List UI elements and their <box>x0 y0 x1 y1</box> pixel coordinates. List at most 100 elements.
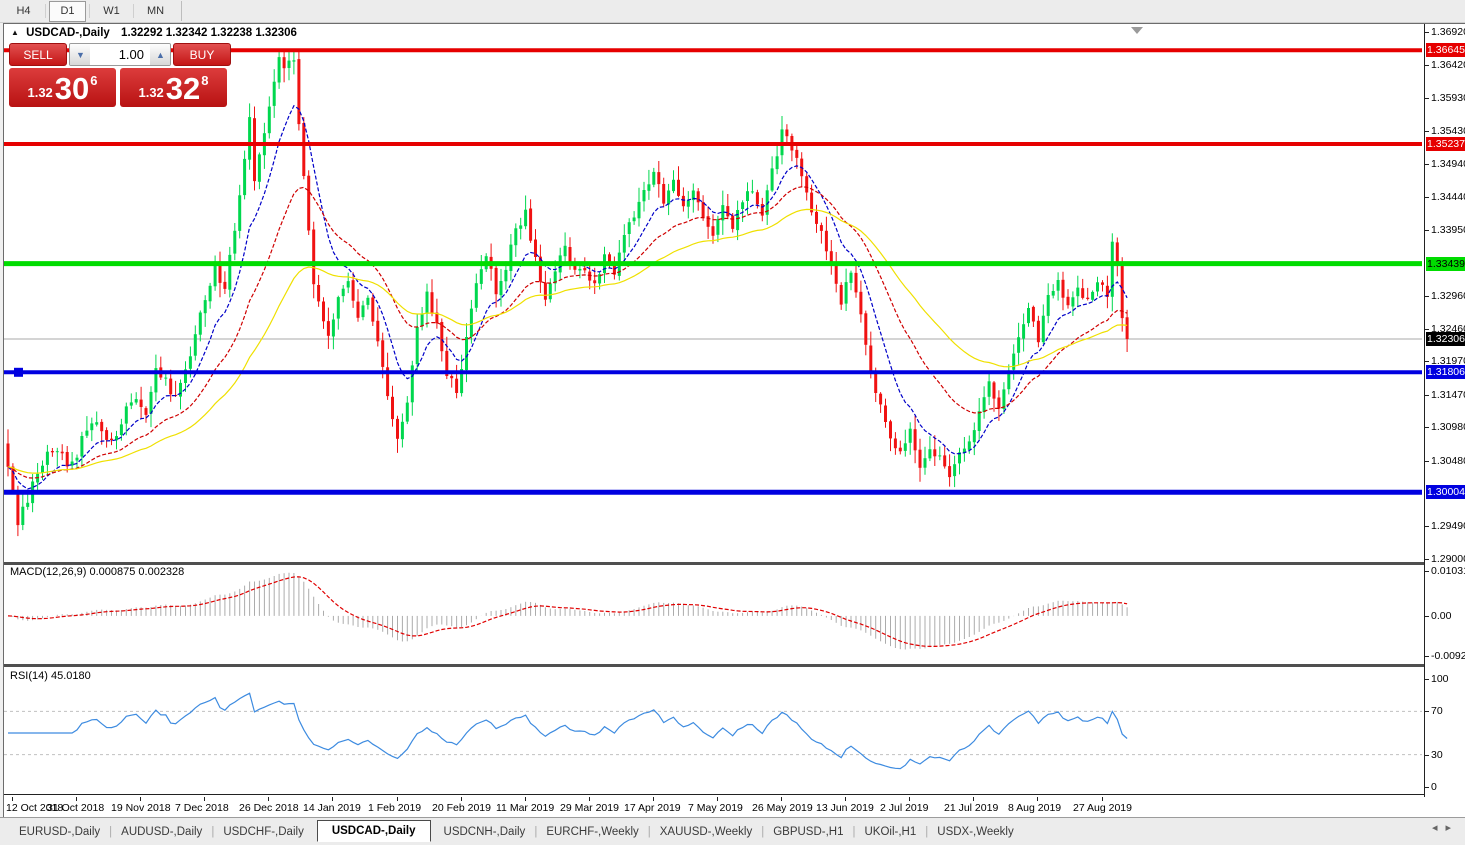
price-axis-tickmark <box>1425 395 1429 396</box>
price-axis-tickmark <box>1425 230 1429 231</box>
chart-tab-bar: EURUSD-,Daily | AUDUSD-,Daily | USDCHF-,Dail… <box>0 817 1465 845</box>
time-axis-tickmark <box>204 797 205 801</box>
current-price-label: 1.32306 <box>1426 332 1465 346</box>
time-axis-label: 1 Feb 2019 <box>368 802 422 814</box>
tab-scroll-left-icon[interactable]: ◂ <box>1431 822 1446 834</box>
time-axis-label: 26 Dec 2018 <box>239 802 299 814</box>
price-axis-tick: 1.29000 <box>1431 553 1465 565</box>
sell-price-big: 30 <box>54 71 90 106</box>
time-axis-label: 12 Oct 2018 <box>6 802 64 814</box>
price-axis-tick: 1.31470 <box>1431 389 1465 401</box>
rsi-axis-tick: 100 <box>1431 673 1449 685</box>
price-axis-tickmark <box>1425 65 1429 66</box>
chart-tab-usdchf-daily[interactable]: USDCHF-,Daily <box>223 825 304 838</box>
price-axis-tick: 1.34440 <box>1431 191 1465 203</box>
price-axis-tick: 1.36420 <box>1431 59 1465 71</box>
macd-axis-tickmark <box>1425 571 1429 572</box>
tab-separator: | <box>761 825 765 838</box>
price-level-label: 1.33439 <box>1426 257 1465 271</box>
toolbar-separator <box>181 1 182 21</box>
price-axis-tickmark <box>1425 526 1429 527</box>
toolbar-separator <box>89 4 90 18</box>
time-axis-tickmark <box>1037 797 1038 801</box>
time-axis-label: 26 May 2019 <box>752 802 813 814</box>
chart-tab-usdx-weekly[interactable]: USDX-,Weekly <box>937 825 1014 838</box>
time-axis-label: 17 Apr 2019 <box>624 802 681 814</box>
price-axis-tick: 1.29490 <box>1431 520 1465 532</box>
price-axis-tick: 1.31970 <box>1431 355 1465 367</box>
price-axis-tick: 1.35930 <box>1431 92 1465 104</box>
time-axis-tickmark <box>717 797 718 801</box>
price-level-label: 1.36645 <box>1426 43 1465 57</box>
macd-signal-line <box>7 576 1128 648</box>
time-axis-tickmark <box>525 797 526 801</box>
timeframe-button-d1[interactable]: D1 <box>49 0 86 22</box>
time-axis-label: 14 Jan 2019 <box>303 802 361 814</box>
price-axis[interactable]: 1.36920 1.36420 1.35930 1.35430 1.34940 1.344… <box>1424 24 1465 797</box>
time-axis-tickmark <box>973 797 974 801</box>
timeframe-button-h4[interactable]: H4 <box>16 5 31 17</box>
time-axis-label: 31 Oct 2018 <box>47 802 105 814</box>
tab-separator: | <box>534 825 538 838</box>
chart-tab-xauusd-weekly[interactable]: XAUUSD-,Weekly <box>659 825 753 838</box>
time-axis-label: 2 Jul 2019 <box>880 802 929 814</box>
volume-decrease-button[interactable]: ▼ <box>70 44 90 65</box>
tab-scroll-right-icon[interactable]: ▸ <box>1445 822 1459 834</box>
rsi-pane[interactable] <box>4 667 1422 794</box>
time-axis-label: 27 Aug 2019 <box>1073 802 1132 814</box>
pane-separator[interactable] <box>4 664 1465 667</box>
shift-end-marker-icon[interactable] <box>1131 27 1143 34</box>
chart-tab-gbpusd-h1[interactable]: GBPUSD-,H1 <box>773 825 844 838</box>
price-chart-pane[interactable] <box>4 24 1422 562</box>
pane-separator[interactable] <box>4 562 1465 565</box>
buy-price-tile[interactable]: 1.32 32 8 <box>120 68 227 107</box>
chart-bottom-border <box>4 794 1424 795</box>
price-axis-tickmark <box>1425 164 1429 165</box>
volume-increase-button[interactable]: ▲ <box>150 44 170 65</box>
macd-axis-tick: 0.00 <box>1431 610 1452 622</box>
time-axis-tickmark <box>461 797 462 801</box>
buy-price-prefix: 1.32 <box>138 85 164 100</box>
moving-average-line <box>7 208 1128 474</box>
price-axis-tickmark <box>1425 296 1429 297</box>
tab-separator: | <box>647 825 651 838</box>
macd-axis-tick: 0.010311 <box>1431 565 1465 577</box>
price-axis-tick: 1.35430 <box>1431 125 1465 137</box>
sell-price-sup: 6 <box>90 73 98 88</box>
macd-axis-tick: -0.009203 <box>1431 650 1465 662</box>
price-axis-tickmark <box>1425 131 1429 132</box>
quote-panel-arrow-icon[interactable]: ▲ <box>11 28 19 37</box>
price-axis-tick: 1.33950 <box>1431 224 1465 236</box>
level-line-handle[interactable] <box>14 367 23 377</box>
toolbar-separator <box>45 4 46 18</box>
buy-button[interactable]: BUY <box>173 43 231 66</box>
chart-title: ▲ USDCAD-,Daily 1.32292 1.32342 1.32238 … <box>11 27 297 39</box>
rsi-axis-tickmark <box>1425 711 1429 712</box>
time-axis-tickmark <box>653 797 654 801</box>
chart-tab-ukoil-h1[interactable]: UKOil-,H1 <box>864 825 917 838</box>
sell-price-tile[interactable]: 1.32 30 6 <box>9 68 116 107</box>
time-axis-label: 19 Nov 2018 <box>111 802 171 814</box>
chart-tab-usdcnh-daily[interactable]: USDCNH-,Daily <box>443 825 526 838</box>
chart-tab-usdcad-daily[interactable]: USDCAD-,Daily <box>316 820 431 842</box>
rsi-axis-tickmark <box>1425 787 1429 788</box>
chart-tab-eurchf-weekly[interactable]: EURCHF-,Weekly <box>546 825 639 838</box>
time-axis[interactable]: 12 Oct 2018 31 Oct 2018 19 Nov 2018 7 Dec 2… <box>4 797 1424 818</box>
price-axis-tickmark <box>1425 427 1429 428</box>
volume-input[interactable] <box>90 44 150 65</box>
time-axis-tickmark <box>845 797 846 801</box>
chart-tab-eurusd-daily[interactable]: EURUSD-,Daily <box>19 825 101 838</box>
price-axis-tick: 1.30480 <box>1431 455 1465 467</box>
rsi-line <box>8 692 1128 770</box>
timeframe-button-mn[interactable]: MN <box>146 5 165 17</box>
time-axis-tickmark <box>909 797 910 801</box>
timeframe-button-w1[interactable]: W1 <box>103 5 120 17</box>
time-axis-label: 8 Aug 2019 <box>1008 802 1062 814</box>
sell-button[interactable]: SELL <box>9 43 67 66</box>
chart-tab-audusd-daily[interactable]: AUDUSD-,Daily <box>121 825 203 838</box>
time-axis-tickmark <box>397 797 398 801</box>
tab-separator: | <box>109 825 113 838</box>
price-axis-tickmark <box>1425 197 1429 198</box>
rsi-axis-tickmark <box>1425 755 1429 756</box>
macd-pane[interactable] <box>4 565 1422 664</box>
